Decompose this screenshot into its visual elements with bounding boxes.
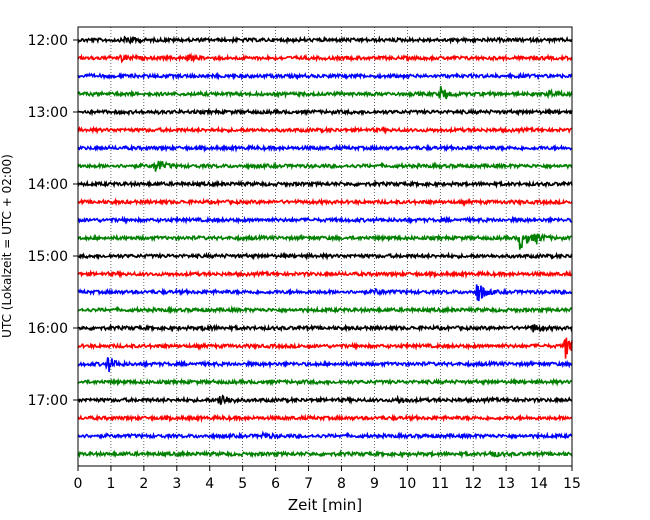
trace-1630: [77, 357, 573, 373]
trace-1445: [77, 233, 573, 250]
trace-1300: [77, 107, 573, 117]
x-tick-label: 13: [497, 476, 515, 492]
x-tick-label: 9: [370, 476, 379, 492]
trace-1645: [77, 377, 573, 387]
y-tick-label: 15:00: [28, 249, 68, 265]
y-tick-label: 14:00: [28, 177, 68, 193]
trace-1230: [77, 71, 573, 81]
trace-1400: [77, 179, 573, 189]
x-tick-label: 3: [172, 476, 181, 492]
trace-1245: [77, 86, 573, 100]
trace-1500: [77, 251, 573, 261]
x-tick-label: 15: [563, 476, 581, 492]
y-tick-label: 16:00: [28, 321, 68, 337]
trace-1330: [77, 143, 573, 153]
y-tick-label: 17:00: [28, 393, 68, 409]
y-tick-label: 13:00: [28, 105, 68, 121]
x-tick-label: 12: [464, 476, 482, 492]
trace-1430: [77, 215, 573, 225]
trace-1315: [77, 125, 573, 135]
x-tick-label: 6: [271, 476, 280, 492]
trace-1715: [77, 413, 573, 423]
trace-1515: [77, 269, 573, 279]
x-tick-label: 1: [106, 476, 115, 492]
x-tick-label: 14: [530, 476, 548, 492]
plot-frame: [77, 26, 573, 467]
x-tick-label: 8: [337, 476, 346, 492]
trace-1530: [77, 284, 573, 302]
y-tick-label: 12:00: [28, 33, 68, 49]
trace-1745: [77, 449, 573, 459]
x-tick-label: 4: [205, 476, 214, 492]
x-tick-label: 11: [431, 476, 449, 492]
trace-1700: [77, 394, 573, 405]
x-axis-ticks: 0 1 2 3 4 5 6 7 8 9 10 11 12 13 14 15: [74, 466, 581, 492]
x-tick-label: 0: [74, 476, 83, 492]
trace-1730: [77, 430, 573, 441]
x-tick-label: 10: [398, 476, 416, 492]
x-gridlines: [110, 27, 540, 466]
trace-1345: [77, 160, 573, 172]
x-axis-label: Zeit [min]: [288, 496, 362, 514]
x-tick-label: 5: [238, 476, 247, 492]
seismogram-traces: [77, 35, 573, 459]
trace-1615: [77, 337, 573, 359]
trace-1200: [77, 35, 573, 45]
trace-1545: [77, 305, 573, 315]
trace-1415: [77, 197, 573, 207]
trace-1600: [77, 323, 573, 334]
trace-1215: [77, 52, 573, 64]
y-axis-ticks: 12:00 13:00 14:00 15:00 16:00 17:00: [28, 33, 78, 409]
x-tick-label: 7: [304, 476, 313, 492]
y-axis-label: UTC (Lokalzeit = UTC + 02:00): [0, 154, 14, 338]
x-tick-label: 2: [139, 476, 148, 492]
